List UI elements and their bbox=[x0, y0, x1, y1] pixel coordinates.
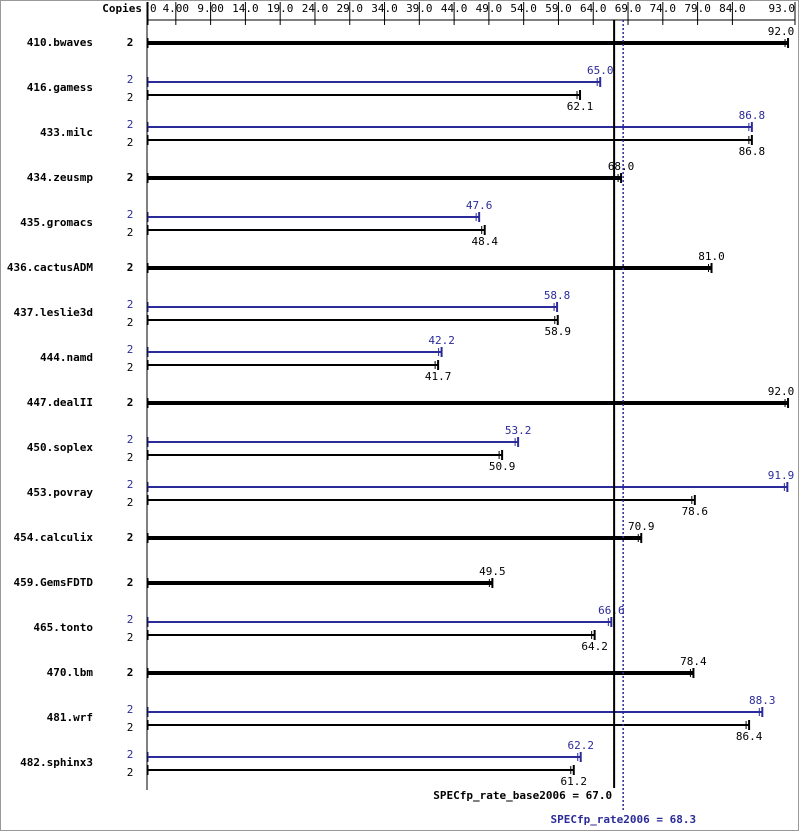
copies: 2 bbox=[127, 576, 134, 589]
benchmark-label: 433.milc bbox=[40, 126, 93, 139]
copies: 2 bbox=[127, 261, 134, 274]
value-label: 58.9 bbox=[545, 325, 572, 338]
value-label: 48.4 bbox=[471, 235, 498, 248]
benchmark-label: 434.zeusmp bbox=[27, 171, 94, 184]
reference-label: SPECfp_rate2006 = 68.3 bbox=[550, 813, 696, 826]
copies: 2 bbox=[127, 766, 134, 779]
value-label: 86.8 bbox=[739, 145, 766, 158]
benchmark-label: 444.namd bbox=[40, 351, 93, 364]
value-label: 91.9 bbox=[768, 469, 795, 482]
value-label: 92.0 bbox=[768, 25, 795, 38]
x-tick-label: 39.0 bbox=[406, 2, 433, 15]
copies: 2 bbox=[127, 396, 134, 409]
benchmark-label: 465.tonto bbox=[33, 621, 93, 634]
x-tick-label: 59.0 bbox=[545, 2, 572, 15]
value-label: 50.9 bbox=[489, 460, 516, 473]
value-label: 41.7 bbox=[425, 370, 452, 383]
value-label: 62.1 bbox=[567, 100, 594, 113]
value-label: 58.8 bbox=[544, 289, 571, 302]
benchmark-label: 435.gromacs bbox=[20, 216, 93, 229]
copies-header: Copies bbox=[102, 2, 142, 15]
x-tick-label: 54.0 bbox=[510, 2, 537, 15]
x-tick-label: 24.0 bbox=[302, 2, 329, 15]
benchmark-label: 459.GemsFDTD bbox=[14, 576, 94, 589]
benchmark-label: 416.gamess bbox=[27, 81, 93, 94]
copies: 2 bbox=[127, 118, 134, 131]
copies: 2 bbox=[127, 631, 134, 644]
value-label: 78.6 bbox=[682, 505, 709, 518]
x-tick-label: 44.0 bbox=[441, 2, 468, 15]
copies: 2 bbox=[127, 361, 134, 374]
copies: 2 bbox=[127, 73, 134, 86]
benchmark-label: 481.wrf bbox=[47, 711, 93, 724]
copies: 2 bbox=[127, 208, 134, 221]
value-label: 62.2 bbox=[567, 739, 594, 752]
benchmark-label: 454.calculix bbox=[14, 531, 94, 544]
benchmark-label: 447.dealII bbox=[27, 396, 93, 409]
value-label: 92.0 bbox=[768, 385, 795, 398]
x-tick-label: 79.0 bbox=[684, 2, 711, 15]
value-label: 78.4 bbox=[680, 655, 707, 668]
copies: 2 bbox=[127, 226, 134, 239]
benchmark-label: 470.lbm bbox=[47, 666, 94, 679]
x-tick-label: 0 bbox=[150, 2, 157, 15]
benchmark-label: 453.povray bbox=[27, 486, 94, 499]
value-label: 65.0 bbox=[587, 64, 614, 77]
copies: 2 bbox=[127, 748, 134, 761]
benchmark-label: 437.leslie3d bbox=[14, 306, 93, 319]
x-tick-label: 93.0 bbox=[769, 2, 796, 15]
x-tick-label: 64.0 bbox=[580, 2, 607, 15]
value-label: 86.4 bbox=[736, 730, 763, 743]
x-tick-label: 34.0 bbox=[371, 2, 398, 15]
x-tick-label: 19.0 bbox=[267, 2, 294, 15]
copies: 2 bbox=[127, 136, 134, 149]
copies: 2 bbox=[127, 531, 134, 544]
x-tick-label: 69.0 bbox=[615, 2, 642, 15]
x-tick-label: 84.0 bbox=[719, 2, 746, 15]
copies: 2 bbox=[127, 91, 134, 104]
x-tick-label: 14.0 bbox=[232, 2, 259, 15]
value-label: 66.6 bbox=[598, 604, 625, 617]
value-label: 47.6 bbox=[466, 199, 493, 212]
value-label: 53.2 bbox=[505, 424, 532, 437]
copies: 2 bbox=[127, 703, 134, 716]
copies: 2 bbox=[127, 666, 134, 679]
benchmark-label: 410.bwaves bbox=[27, 36, 93, 49]
value-label: 88.3 bbox=[749, 694, 776, 707]
reference-label: SPECfp_rate_base2006 = 67.0 bbox=[433, 789, 612, 802]
value-label: 86.8 bbox=[739, 109, 766, 122]
value-label: 64.2 bbox=[581, 640, 608, 653]
benchmark-label: 450.soplex bbox=[27, 441, 94, 454]
copies: 2 bbox=[127, 316, 134, 329]
value-label: 81.0 bbox=[698, 250, 725, 263]
value-label: 49.5 bbox=[479, 565, 506, 578]
value-label: 70.9 bbox=[628, 520, 655, 533]
copies: 2 bbox=[127, 451, 134, 464]
copies: 2 bbox=[127, 36, 134, 49]
copies: 2 bbox=[127, 433, 134, 446]
value-label: 42.2 bbox=[428, 334, 455, 347]
copies: 2 bbox=[127, 171, 134, 184]
x-tick-label: 4.00 bbox=[163, 2, 190, 15]
copies: 2 bbox=[127, 478, 134, 491]
benchmark-label: 482.sphinx3 bbox=[20, 756, 93, 769]
copies: 2 bbox=[127, 298, 134, 311]
copies: 2 bbox=[127, 613, 134, 626]
x-tick-label: 49.0 bbox=[476, 2, 503, 15]
value-label: 68.0 bbox=[608, 160, 635, 173]
x-tick-label: 29.0 bbox=[337, 2, 364, 15]
copies: 2 bbox=[127, 721, 134, 734]
benchmark-label: 436.cactusADM bbox=[7, 261, 93, 274]
value-label: 61.2 bbox=[561, 775, 588, 788]
x-tick-label: 9.00 bbox=[197, 2, 224, 15]
copies: 2 bbox=[127, 343, 134, 356]
copies: 2 bbox=[127, 496, 134, 509]
x-tick-label: 74.0 bbox=[650, 2, 677, 15]
